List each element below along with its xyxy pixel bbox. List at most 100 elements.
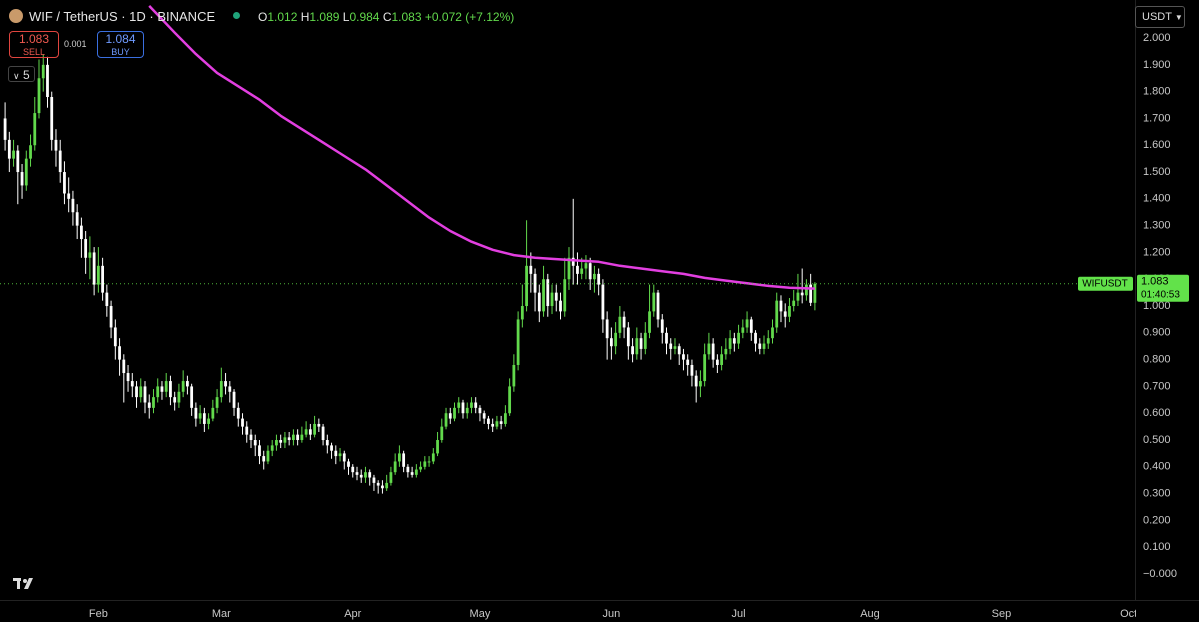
- candle-body: [673, 346, 677, 349]
- candle-body: [20, 172, 24, 186]
- candle-body: [275, 440, 278, 446]
- candle-body: [652, 292, 656, 312]
- candle-body: [393, 461, 397, 473]
- candle-body: [342, 453, 346, 462]
- x-tick-label: May: [470, 608, 491, 620]
- candle-body: [177, 391, 181, 403]
- candle-body: [609, 338, 613, 347]
- candle-body: [207, 418, 210, 424]
- c-value: 1.083: [391, 10, 422, 24]
- candle-body: [593, 273, 596, 280]
- candle-body: [419, 466, 422, 470]
- candle-body: [487, 418, 490, 424]
- currency-select[interactable]: USDT ▼: [1135, 6, 1185, 28]
- indicator-toggle[interactable]: ∨ 5: [8, 66, 35, 82]
- candle-body: [775, 300, 779, 328]
- candle-body: [520, 306, 524, 320]
- candle-body: [482, 413, 486, 419]
- o-value: 1.012: [267, 10, 298, 24]
- candle-body: [58, 150, 62, 173]
- candle-body: [164, 381, 168, 392]
- candle-body: [202, 413, 206, 424]
- candle-body: [792, 300, 796, 307]
- candle-body: [737, 332, 740, 344]
- candle-body: [397, 453, 401, 462]
- candle-body: [745, 319, 749, 328]
- candle-body: [266, 450, 270, 462]
- candle-body: [330, 445, 333, 451]
- candle-body: [291, 434, 295, 441]
- candle-body: [347, 461, 350, 467]
- y-tick-label: 0.200: [1143, 514, 1171, 526]
- candle-body: [186, 381, 189, 387]
- spread: 0.001: [64, 39, 87, 49]
- candle-body: [436, 440, 439, 454]
- candle-body: [711, 343, 715, 360]
- candle-body: [364, 472, 367, 478]
- candle-body: [762, 343, 766, 349]
- y-tick-label: 2.000: [1143, 32, 1171, 44]
- axis-background: [1136, 601, 1199, 622]
- candle-body: [720, 354, 724, 365]
- candle-body: [728, 338, 732, 349]
- candle-body: [12, 150, 15, 159]
- currency: USDT: [1142, 11, 1172, 23]
- candle-body: [308, 429, 312, 435]
- candle-body: [190, 386, 194, 408]
- y-tick-label: 1.300: [1143, 220, 1171, 232]
- moving-average: [148, 5, 815, 290]
- y-tick-label: 0.800: [1143, 354, 1171, 366]
- candle-body: [508, 386, 512, 414]
- candle-body: [402, 453, 406, 467]
- candle-body: [427, 461, 431, 463]
- candle-body: [665, 332, 668, 344]
- candle-body: [169, 381, 172, 398]
- candle-body: [270, 445, 274, 451]
- candle-body: [101, 265, 105, 293]
- sell-button[interactable]: 1.083 SELL: [9, 31, 59, 58]
- candle-body: [41, 64, 45, 79]
- symbol-title: WIF / TetherUS · 1D · BINANCE: [29, 9, 216, 24]
- sell-label: SELL: [22, 47, 46, 57]
- candle-body: [406, 466, 410, 473]
- candle-body: [461, 402, 465, 414]
- candle-body: [690, 364, 694, 376]
- candle-body: [33, 113, 37, 146]
- candle-body: [660, 319, 664, 333]
- candle-body: [381, 485, 384, 489]
- candle-body: [414, 469, 418, 475]
- l-label: L: [342, 10, 350, 24]
- candle-body: [749, 319, 753, 333]
- candle-body: [368, 472, 372, 478]
- candle-body: [605, 319, 609, 339]
- candle-body: [224, 381, 227, 387]
- candle-body: [800, 292, 804, 296]
- candle-body: [495, 421, 499, 427]
- y-tick-label: 1.600: [1143, 139, 1171, 151]
- candle-body: [588, 263, 592, 280]
- candle-body: [84, 239, 88, 258]
- candle-body: [113, 327, 117, 347]
- candle-body: [198, 413, 202, 419]
- candle-body: [67, 193, 71, 199]
- candle-body: [465, 407, 469, 414]
- candle-body: [724, 348, 728, 355]
- y-tick-label: −0.000: [1143, 568, 1177, 580]
- candle-body: [779, 300, 783, 312]
- candle-body: [754, 332, 757, 344]
- candle-body: [279, 440, 283, 443]
- status-dot: [233, 12, 240, 19]
- candle-body: [715, 359, 719, 365]
- candle-body: [46, 64, 49, 98]
- candle-body: [355, 472, 359, 475]
- buy-button[interactable]: 1.084 BUY: [97, 31, 144, 58]
- candle-body: [796, 292, 800, 301]
- y-tick-label: 0.400: [1143, 461, 1171, 473]
- candle-body: [173, 397, 177, 403]
- candle-body: [546, 279, 550, 307]
- y-tick-label: 1.200: [1143, 246, 1171, 258]
- candle-body: [88, 252, 92, 258]
- candle-body: [648, 311, 651, 333]
- x-tick-label: Jul: [732, 608, 746, 620]
